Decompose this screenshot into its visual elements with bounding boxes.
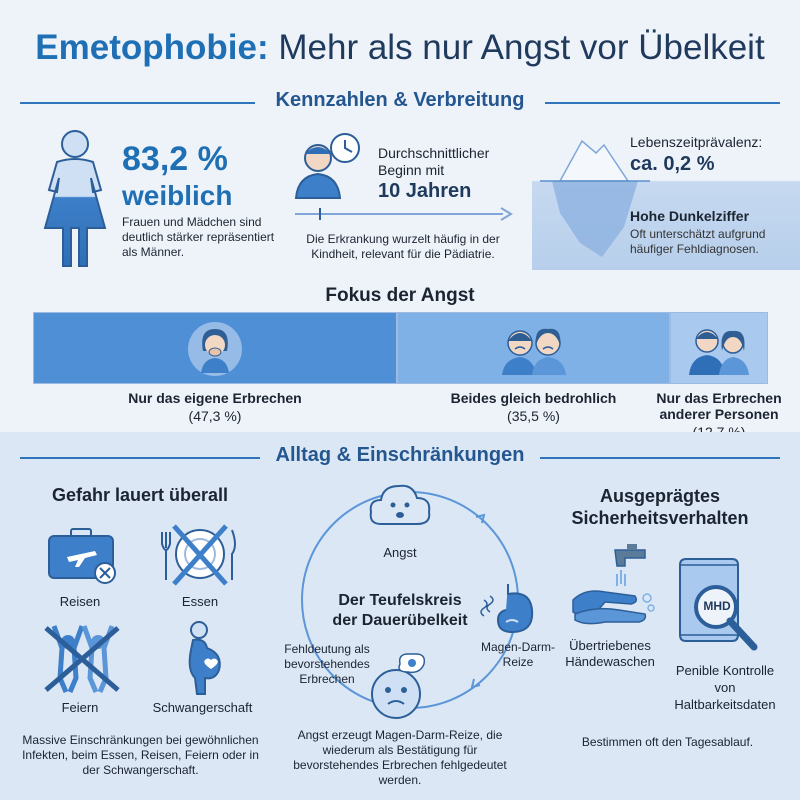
focus-label-both: Beides gleich bedrohlich [450,390,617,406]
onset-age: 10 Jahren [378,180,472,202]
focus-bar-own [33,312,397,384]
focus-pct-own: (47,3 %) [188,408,242,424]
title-part2: Mehr als nur Angst vor Übelkeit [278,28,765,67]
worried-face-icon [371,653,426,719]
cycle-anxiety: Angst [383,545,417,560]
safety-desc: Bestimmen oft den Tagesablauf. [581,735,754,749]
iceberg-icon [540,139,650,257]
section-header-stats: Kennzahlen & Verbreitung [0,87,800,117]
focus-pct-both: (35,5 %) [507,408,560,424]
danger-title: Gefahr lauert überall [52,485,229,505]
prevalence-heading: Hohe Dunkelziffer [630,208,750,224]
onset-desc: Die Erkrankung wurzelt häufig in der Kin… [306,232,500,261]
focus-label-own: Nur das eigene Erbrechen [128,390,302,406]
focus-bar-others [670,312,768,384]
prevalence-desc: Oft unterschätzt aufgrund häufiger Fehld… [630,227,766,256]
two-sad-faces-icon [501,328,566,375]
nauseous-woman-icon [188,322,242,376]
safety-title-2: Sicherheitsverhalten [571,508,749,528]
section-header-daily: Alltag & Einschränkungen [0,442,800,472]
woman-icon [43,130,107,267]
danger-item-food: Essen [181,594,219,609]
safety-wash: Übertriebenes Händewaschen [565,638,655,669]
party-crossed-icon [44,625,120,693]
two-persons-icon [689,329,749,375]
focus-title: Fokus der Angst [325,285,475,306]
danger-item-pregnancy: Schwangerschaft [152,700,253,715]
page-title: Emetophobie: Mehr als nur Angst vor Übel… [0,28,800,68]
onset-line1: Durchschnittlicher [378,145,490,161]
safety-mhd: MHD [703,599,731,613]
female-desc: Frauen und Mädchen sind deutlich stärker… [122,215,275,259]
focus-label-others: Nur das Erbrechen anderer Personen [656,390,782,422]
plate-crossed-icon [161,524,236,586]
onset-line2: Beginn mit [378,162,445,178]
child-clock-icon [294,133,360,199]
danger-item-travel: Reisen [59,594,101,609]
female-word: weiblich [122,180,233,211]
cycle-title-1: Der Teufelskreis [338,592,462,609]
section-title-stats: Kennzahlen & Verbreitung [275,89,525,111]
title-part1: Emetophobie: [35,28,269,67]
safety-check: Penible Kontrolle von Haltbarkeitsdaten [674,663,776,712]
anxious-cloud-icon [369,484,431,525]
safety-title-1: Ausgeprägtes [599,486,721,506]
handwashing-icon [572,544,655,625]
package-magnifier-icon [679,558,758,651]
pregnant-icon [188,621,221,695]
focus-bar-both [397,312,670,384]
female-percent: 83,2 % [122,140,228,178]
prevalence-value: ca. 0,2 % [630,153,715,175]
cycle-desc: Angst erzeugt Magen-Darm-Reize, die wied… [293,728,507,787]
cycle-misread: Fehldeutung als bevorstehendes Erbrechen [284,642,370,686]
danger-item-party: Feiern [61,700,99,715]
timeline-arrow-icon [295,207,513,221]
section-title-daily: Alltag & Einschränkungen [275,444,525,466]
cycle-gut: Magen-Darm-Reize [480,640,555,669]
stomach-icon [480,584,534,634]
danger-desc: Massive Einschränkungen bei gewöhnlichen… [22,733,259,777]
cycle-title-2: der Dauerübelkeit [332,612,468,629]
suitcase-icon [48,528,116,584]
prevalence-label: Lebenszeitprävalenz: [630,134,763,150]
